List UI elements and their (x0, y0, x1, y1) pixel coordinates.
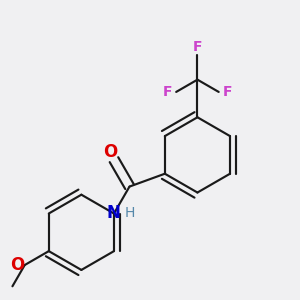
Text: O: O (10, 256, 24, 274)
Text: N: N (106, 204, 120, 222)
Text: F: F (162, 85, 172, 99)
Text: H: H (124, 206, 135, 220)
Text: F: F (193, 40, 202, 54)
Text: F: F (223, 85, 232, 99)
Text: O: O (103, 143, 118, 161)
